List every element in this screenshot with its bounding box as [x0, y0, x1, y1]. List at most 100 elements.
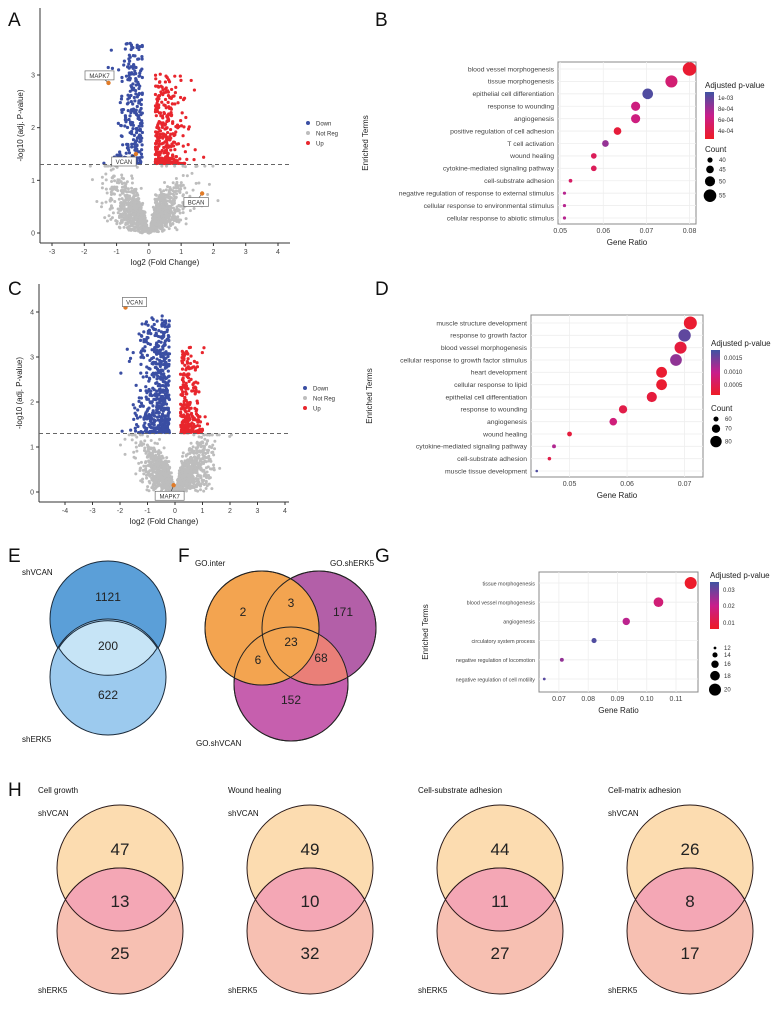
color-tick-label: 8e-04	[718, 107, 734, 113]
data-point-up	[186, 357, 190, 361]
data-point-not-reg	[205, 433, 209, 437]
data-point-down	[139, 396, 144, 400]
data-point-not-reg	[166, 185, 170, 189]
data-point-down	[155, 352, 159, 356]
data-point-down	[145, 417, 149, 421]
data-point-down	[164, 319, 168, 323]
data-point-not-reg	[176, 478, 180, 482]
data-point-not-reg	[165, 473, 169, 477]
data-point-not-reg	[127, 195, 131, 199]
legend-marker	[303, 396, 307, 400]
data-point-down	[138, 108, 142, 113]
venn-overlap	[444, 867, 556, 932]
data-point-down	[158, 348, 162, 352]
data-point-not-reg	[156, 450, 160, 454]
data-point-up	[162, 145, 166, 150]
data-point-not-reg	[135, 165, 139, 169]
data-point-not-reg	[185, 461, 189, 465]
data-point-not-reg	[133, 198, 137, 202]
data-point-up	[168, 135, 172, 139]
data-point-not-reg	[167, 206, 171, 210]
data-point-not-reg	[193, 463, 197, 467]
data-point-not-reg	[215, 433, 219, 437]
data-point-not-reg	[176, 184, 180, 188]
term-dot	[618, 405, 628, 414]
term-label: heart development	[471, 370, 527, 377]
data-point-down	[155, 415, 159, 419]
data-point-not-reg	[172, 206, 176, 210]
dot-plot-g: 0.07 0.08 0.09 0.10 0.11 tissue morphogenesis…	[421, 571, 770, 715]
data-point-up	[157, 97, 161, 101]
data-point-up	[169, 106, 173, 110]
data-point-up	[182, 430, 186, 434]
data-point-not-reg	[181, 174, 185, 178]
data-point-not-reg	[110, 176, 114, 180]
panel-label-a: A	[8, 10, 21, 31]
data-point-down	[159, 394, 163, 399]
data-point-not-reg	[147, 452, 151, 456]
data-point-not-reg	[137, 461, 141, 465]
data-point-not-reg	[178, 204, 182, 208]
data-point-not-reg	[124, 214, 128, 218]
data-point-down	[137, 86, 141, 91]
venn-e: shVCAN shERK5 1121 200 622	[22, 560, 167, 744]
data-point-not-reg	[137, 200, 141, 204]
data-point-up	[180, 403, 184, 408]
data-point-down	[128, 59, 132, 63]
data-point-up	[192, 158, 196, 162]
data-point-down	[140, 143, 144, 147]
data-point-not-reg	[135, 191, 139, 195]
data-point-not-reg	[173, 164, 177, 168]
data-point-not-reg	[157, 454, 161, 458]
data-point-down	[135, 45, 139, 50]
data-point-not-reg	[149, 457, 153, 461]
data-point-down	[165, 328, 169, 332]
gene-label-box	[84, 70, 115, 81]
data-point-up	[192, 416, 196, 420]
data-point-not-reg	[161, 456, 165, 460]
data-point-not-reg	[201, 456, 205, 460]
data-point-not-reg	[210, 487, 214, 491]
data-point-up	[196, 420, 200, 424]
data-point-down	[151, 404, 155, 408]
data-point-not-reg	[187, 476, 191, 480]
data-point-not-reg	[132, 205, 136, 209]
size-legend-label: 12	[724, 646, 731, 652]
data-point-down	[124, 120, 128, 124]
data-point-not-reg	[139, 460, 143, 464]
data-point-not-reg	[195, 482, 199, 486]
data-point-down	[139, 350, 143, 355]
color-tick-label: 6e-04	[718, 118, 734, 124]
data-point-up	[160, 100, 164, 104]
data-point-not-reg	[123, 437, 127, 441]
data-point-up	[170, 113, 174, 117]
data-point-down	[148, 423, 152, 427]
data-point-not-reg	[144, 461, 148, 465]
term-dot	[562, 203, 567, 208]
data-point-down	[125, 125, 130, 130]
dot-plot-b: 0.05 0.06 0.07 0.08 blood vessel morphogenes…	[361, 61, 765, 247]
data-point-not-reg	[199, 457, 203, 461]
data-point-down	[146, 323, 150, 327]
term-dot	[631, 101, 641, 111]
venn-count-only-sherk5: 27	[491, 944, 510, 963]
data-point-not-reg	[141, 201, 145, 205]
data-point-not-reg	[178, 211, 182, 215]
data-point-not-reg	[201, 453, 205, 457]
data-point-not-reg	[176, 209, 180, 213]
data-point-not-reg	[196, 443, 200, 447]
data-point-up	[181, 134, 185, 138]
data-point-down	[139, 102, 143, 107]
data-point-not-reg	[212, 463, 216, 467]
data-point-down	[150, 325, 154, 329]
data-point-up	[181, 390, 185, 394]
data-point-not-reg	[201, 448, 205, 452]
term-label: cytokine-mediated signaling pathway	[443, 166, 555, 173]
data-point-not-reg	[137, 219, 141, 223]
data-point-up	[155, 106, 159, 111]
data-point-not-reg	[120, 197, 124, 201]
data-point-down	[164, 381, 168, 385]
y-axis-title: Enriched Terms	[361, 115, 370, 170]
data-point-up	[202, 346, 206, 350]
data-point-down	[129, 428, 133, 432]
